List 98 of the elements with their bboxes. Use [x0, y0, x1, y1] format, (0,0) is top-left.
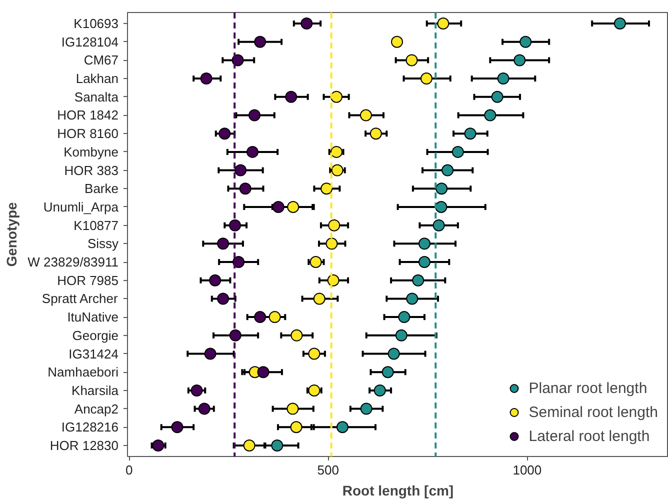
- y-tick-label: Georgie: [72, 328, 118, 343]
- x-axis-title: Root length [cm]: [342, 482, 454, 498]
- point: [243, 440, 256, 452]
- point: [190, 384, 203, 396]
- point: [254, 36, 266, 48]
- point: [336, 421, 348, 434]
- point: [271, 440, 284, 452]
- y-tick-label: W 23829/83911: [28, 254, 119, 270]
- point: [217, 292, 230, 305]
- legend-label: Lateral root length: [528, 428, 650, 444]
- point: [171, 421, 184, 434]
- point: [484, 109, 496, 122]
- point: [464, 128, 476, 140]
- point: [398, 311, 410, 324]
- point: [330, 90, 342, 103]
- point: [382, 366, 394, 378]
- legend-label: Planar root length: [528, 380, 648, 396]
- point: [204, 348, 216, 360]
- point: [234, 164, 247, 176]
- y-tick-label: HOR 1842: [57, 108, 118, 123]
- point: [370, 128, 382, 140]
- point: [391, 36, 404, 48]
- point: [198, 402, 210, 415]
- point: [520, 36, 532, 48]
- point: [268, 311, 281, 324]
- point: [406, 292, 418, 305]
- point: [388, 348, 400, 360]
- point: [287, 200, 300, 213]
- point: [308, 384, 320, 396]
- y-tick-label: Kharsila: [72, 382, 120, 398]
- point: [436, 182, 448, 195]
- legend-label: Seminal root length: [528, 404, 658, 420]
- point: [395, 329, 408, 342]
- y-tick-label: K10877: [74, 218, 119, 233]
- y-tick-label: Ancap2: [74, 401, 119, 416]
- y-tick-label: HOR 8160: [57, 126, 118, 142]
- point: [313, 292, 326, 305]
- y-tick-label: Unumli_Arpa: [43, 199, 120, 214]
- y-tick-label: HOR 7985: [57, 272, 118, 288]
- y-tick-label: IG128104: [61, 34, 119, 50]
- point: [360, 402, 372, 415]
- x-tick-label: 500: [317, 462, 339, 478]
- x-tick-label: 1000: [512, 462, 542, 478]
- y-tick-label: Barke: [84, 181, 119, 196]
- point: [418, 238, 430, 250]
- point: [328, 219, 340, 232]
- point: [300, 18, 313, 30]
- point: [257, 366, 270, 378]
- point: [217, 238, 230, 250]
- y-tick-label: Sanalta: [74, 89, 120, 104]
- point: [514, 54, 526, 66]
- point: [497, 72, 510, 85]
- point: [320, 182, 333, 195]
- y-tick-label: Kombyne: [64, 144, 118, 160]
- point: [420, 72, 432, 85]
- point: [437, 18, 450, 30]
- point: [200, 72, 212, 85]
- point: [228, 219, 241, 232]
- point: [452, 146, 464, 158]
- point: [374, 384, 386, 396]
- point: [239, 182, 252, 195]
- y-tick-label: IG128216: [61, 420, 119, 435]
- y-tick-label: Spratt Archer: [42, 291, 118, 306]
- y-tick-label: Sissy: [87, 236, 119, 252]
- point: [491, 90, 504, 103]
- point: [152, 440, 164, 452]
- point: [290, 421, 302, 434]
- x-tick-label: 0: [125, 462, 133, 478]
- point: [290, 329, 303, 342]
- point: [229, 329, 242, 342]
- point: [418, 256, 430, 268]
- point: [435, 200, 448, 213]
- point: [614, 18, 626, 30]
- y-tick-label: HOR 12830: [50, 438, 119, 453]
- y-tick-label: Namhaebori: [48, 364, 119, 380]
- point: [218, 128, 231, 140]
- point: [246, 146, 258, 158]
- y-tick-label: ItuNative: [67, 310, 119, 325]
- point: [232, 256, 245, 268]
- y-tick-label: HOR 383: [64, 162, 119, 178]
- point: [254, 311, 266, 324]
- point: [286, 402, 299, 415]
- point: [272, 200, 284, 213]
- point: [308, 348, 320, 360]
- point: [406, 54, 418, 66]
- y-tick-label: K10693: [74, 16, 119, 32]
- y-tick-label: IG31424: [68, 346, 118, 362]
- point: [360, 109, 372, 122]
- point: [442, 164, 454, 176]
- point: [285, 90, 298, 103]
- y-tick-label: CM67: [84, 52, 119, 68]
- y-axis-title: Genotype: [4, 202, 20, 267]
- y-tick-label: Lakhan: [76, 71, 119, 86]
- point: [331, 164, 344, 176]
- point: [310, 256, 322, 268]
- point: [412, 274, 424, 286]
- point: [248, 109, 260, 122]
- point: [209, 274, 222, 286]
